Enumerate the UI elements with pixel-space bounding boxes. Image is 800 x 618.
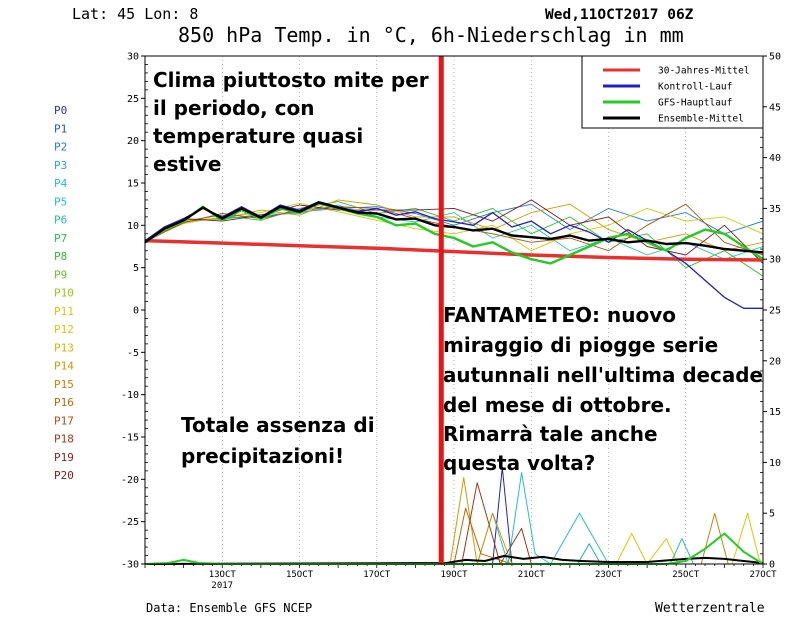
member-label: P10 — [54, 287, 74, 300]
member-label: P12 — [54, 323, 74, 336]
member-label: P9 — [54, 268, 67, 281]
precipitation-line — [577, 543, 602, 565]
annotation-clima-line: estive — [153, 152, 222, 176]
annotation-clima-line: Clima piuttosto mite per — [153, 68, 429, 92]
member-label: P14 — [54, 360, 74, 373]
left-tick-label: -25 — [121, 517, 139, 528]
right-tick-label: 45 — [769, 102, 781, 113]
member-label: P6 — [54, 214, 67, 227]
annotation-clima-line: il periodo, con — [153, 96, 314, 120]
precipitation-line — [669, 538, 694, 565]
series-line — [144, 202, 764, 265]
annotation-fantameteo-line: miraggio di piogge serie — [443, 333, 718, 357]
annotation-fantameteo-line: autunnali nell'ultima decade — [443, 363, 763, 387]
left-tick-label: 5 — [133, 263, 139, 274]
annotation-precip-line: precipitazioni! — [181, 444, 344, 468]
annotation-fantameteo-line: Rimarrà tale anche — [443, 422, 658, 446]
left-tick-label: 25 — [127, 94, 139, 105]
series-line — [144, 238, 764, 262]
right-tick-label: 40 — [769, 153, 781, 164]
x-year-label: 2017 — [211, 581, 233, 591]
annotation-fantameteo-line: del mese di ottobre. — [443, 393, 672, 417]
right-tick-label: 35 — [769, 204, 781, 215]
x-tick-label: 23OCT — [595, 570, 623, 580]
legend-label: Ensemble-Mittel — [658, 114, 744, 125]
x-tick-label: 15OCT — [286, 570, 314, 580]
location-label: Lat: 45 Lon: 8 — [72, 5, 198, 23]
precipitation-line — [492, 467, 513, 565]
main-series-lines — [144, 200, 764, 309]
member-label: P4 — [54, 177, 68, 190]
x-tick-label: 25OCT — [672, 570, 700, 580]
source-label: Data: Ensemble GFS NCEP — [146, 601, 312, 615]
x-tick-label: 19OCT — [440, 570, 468, 580]
right-tick-label: 50 — [769, 52, 781, 63]
precipitation-line — [144, 554, 764, 565]
member-label: P2 — [54, 141, 67, 154]
left-tick-label: 30 — [127, 52, 139, 63]
left-tick-label: 0 — [133, 306, 139, 317]
right-tick-label: 30 — [769, 255, 781, 266]
member-label: P11 — [54, 305, 74, 318]
member-label: P8 — [54, 250, 67, 263]
member-label: P3 — [54, 159, 67, 172]
left-tick-label: -30 — [121, 560, 139, 571]
left-tick-label: 10 — [127, 221, 139, 232]
legend: 30-Jahres-Mittel Kontroll-Lauf GFS-Hauptla… — [581, 55, 764, 129]
series-line — [144, 201, 764, 254]
date-label: Wed,11OCT2017 06Z — [545, 7, 694, 23]
member-label: P15 — [54, 378, 74, 391]
right-tick-label: 5 — [769, 509, 775, 520]
brand-label: Wetterzentrale — [655, 601, 765, 616]
member-list: P0 P1 P2 P3 P4 P5 P6 P7 P8 P9 P10 P11 P12 P13 P14 P15 P1… — [54, 104, 74, 482]
legend-label: GFS-Hauptlauf — [658, 98, 732, 109]
annotation-clima: Clima piuttosto mite per il periodo, con… — [153, 68, 429, 176]
left-tick-label: -15 — [121, 433, 139, 444]
left-axis: 30 25 20 15 10 5 0 -5 -10 -15 -20 -25 -30 — [121, 52, 148, 571]
x-tick-label: 17OCT — [363, 570, 391, 580]
right-tick-label: 0 — [769, 560, 775, 571]
chart-title: 850 hPa Temp. in °C, 6h-Niederschlag in … — [178, 23, 684, 47]
ensemble-member-line — [144, 199, 764, 264]
right-tick-label: 25 — [769, 306, 781, 317]
left-tick-label: -20 — [121, 475, 139, 486]
right-tick-label: 10 — [769, 458, 781, 469]
member-label: P17 — [54, 414, 74, 427]
left-tick-label: -5 — [127, 348, 139, 359]
annotation-precip: Totale assenza di precipitazioni! — [181, 413, 375, 468]
annotation-clima-line: temperature quasi — [153, 124, 363, 148]
precipitation-line — [550, 512, 609, 565]
annotation-fantameteo-line: FANTAMETEO: nuovo — [443, 303, 676, 327]
legend-label: 30-Jahres-Mittel — [658, 66, 750, 77]
legend-label: Kontroll-Lauf — [658, 82, 732, 93]
member-label: P16 — [54, 396, 74, 409]
left-tick-label: 20 — [127, 136, 139, 147]
annotation-fantameteo: FANTAMETEO: nuovo miraggio di piogge ser… — [443, 303, 763, 475]
left-tick-label: -10 — [121, 390, 139, 401]
plot-frame — [144, 55, 764, 565]
member-label: P0 — [54, 104, 67, 117]
member-label: P13 — [54, 341, 74, 354]
member-label: P5 — [54, 195, 67, 208]
x-axis: 13OCT 15OCT 17OCT 19OCT 21OCT 23OCT 25OCT 27OCT… — [144, 564, 777, 591]
annotation-precip-line: Totale assenza di — [181, 413, 375, 437]
member-label: P18 — [54, 433, 74, 446]
member-label: P7 — [54, 232, 67, 245]
member-label: P1 — [54, 122, 67, 135]
x-tick-label: 27OCT — [749, 570, 777, 580]
x-tick-label: 13OCT — [209, 570, 237, 580]
left-tick-label: 15 — [127, 179, 139, 190]
right-tick-label: 15 — [769, 407, 781, 418]
right-tick-label: 20 — [769, 356, 781, 367]
member-label: P20 — [54, 469, 74, 482]
precipitation-line — [731, 512, 764, 565]
annotation-fantameteo-line: questa volta? — [443, 451, 595, 475]
ensemble-member-line — [144, 201, 764, 277]
x-tick-label: 21OCT — [518, 570, 546, 580]
member-label: P19 — [54, 451, 74, 464]
ensemble-member-line — [144, 204, 764, 260]
legend-box — [581, 55, 764, 129]
